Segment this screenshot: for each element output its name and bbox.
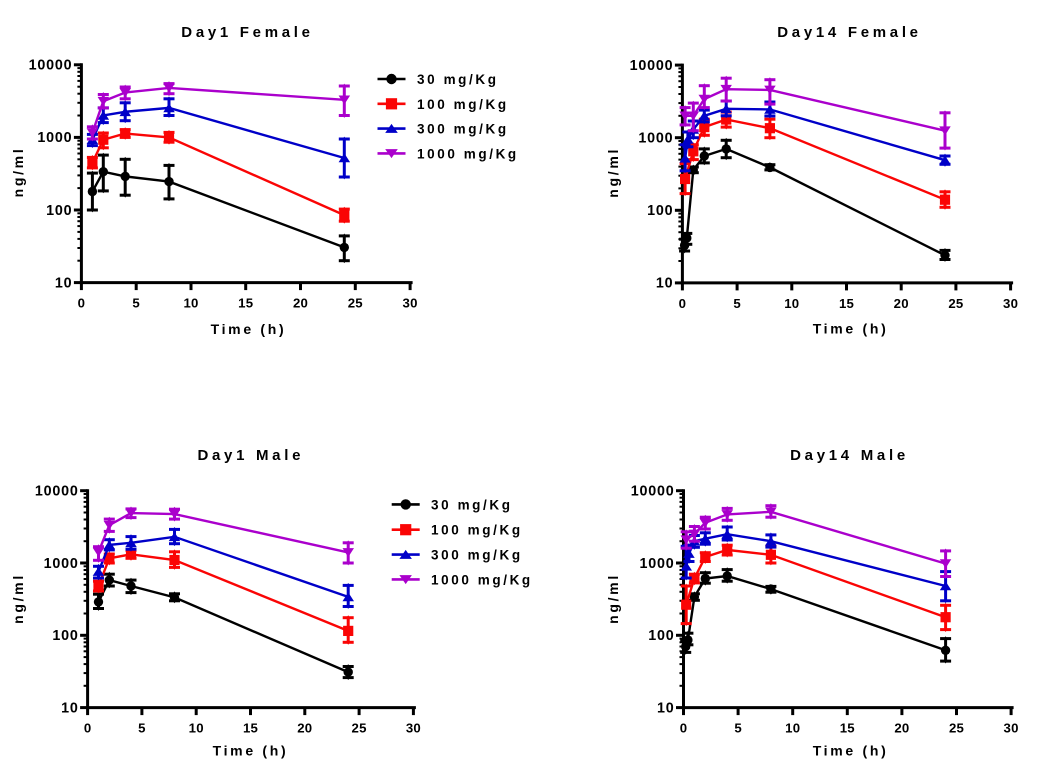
svg-text:15: 15 (238, 296, 253, 311)
svg-text:30 mg/Kg: 30 mg/Kg (417, 72, 499, 87)
svg-text:10: 10 (61, 700, 79, 716)
svg-text:Time (h): Time (h) (813, 743, 889, 759)
svg-text:Day14 Female: Day14 Female (777, 24, 921, 41)
svg-text:30: 30 (403, 296, 418, 311)
svg-text:10: 10 (657, 700, 675, 716)
svg-text:10000: 10000 (35, 484, 79, 500)
svg-text:15: 15 (840, 721, 855, 736)
svg-text:ng/ml: ng/ml (605, 147, 621, 198)
svg-text:Day14 Male: Day14 Male (790, 447, 909, 464)
svg-text:25: 25 (949, 721, 964, 736)
svg-text:100: 100 (648, 628, 674, 644)
svg-text:30: 30 (406, 721, 421, 736)
svg-text:0: 0 (680, 721, 688, 736)
svg-text:10: 10 (189, 721, 204, 736)
svg-text:10: 10 (656, 276, 674, 292)
svg-text:15: 15 (243, 721, 258, 736)
svg-text:10: 10 (785, 721, 800, 736)
svg-text:30 mg/Kg: 30 mg/Kg (431, 497, 513, 512)
svg-text:1000: 1000 (639, 556, 674, 572)
svg-text:5: 5 (132, 296, 140, 311)
svg-text:0: 0 (84, 721, 92, 736)
svg-text:300 mg/Kg: 300 mg/Kg (431, 548, 523, 563)
svg-text:1000 mg/Kg: 1000 mg/Kg (431, 572, 533, 587)
svg-text:5: 5 (138, 721, 146, 736)
svg-text:1000: 1000 (638, 131, 673, 147)
svg-text:20: 20 (894, 721, 909, 736)
svg-text:30: 30 (1003, 296, 1018, 311)
svg-text:10: 10 (183, 296, 198, 311)
svg-text:Day1 Female: Day1 Female (181, 24, 313, 41)
svg-text:100: 100 (52, 628, 78, 644)
svg-text:1000: 1000 (37, 130, 72, 146)
svg-text:Day1 Male: Day1 Male (197, 447, 304, 464)
svg-text:Time (h): Time (h) (213, 743, 289, 759)
svg-text:25: 25 (348, 296, 363, 311)
svg-text:10000: 10000 (631, 484, 675, 500)
svg-text:5: 5 (733, 296, 741, 311)
svg-text:25: 25 (948, 296, 963, 311)
svg-text:1000 mg/Kg: 1000 mg/Kg (417, 146, 519, 161)
svg-text:100 mg/Kg: 100 mg/Kg (417, 97, 509, 112)
svg-text:5: 5 (734, 721, 742, 736)
svg-text:300 mg/Kg: 300 mg/Kg (417, 122, 509, 137)
svg-text:Time (h): Time (h) (813, 321, 889, 337)
svg-text:ng/ml: ng/ml (605, 573, 621, 624)
svg-text:10: 10 (55, 275, 73, 291)
svg-text:20: 20 (894, 296, 909, 311)
svg-text:100: 100 (46, 203, 72, 219)
svg-text:30: 30 (1004, 721, 1019, 736)
svg-text:25: 25 (352, 721, 367, 736)
svg-text:0: 0 (78, 296, 86, 311)
svg-text:10: 10 (784, 296, 799, 311)
svg-text:15: 15 (839, 296, 854, 311)
svg-text:20: 20 (297, 721, 312, 736)
svg-text:10000: 10000 (29, 58, 73, 74)
svg-text:100 mg/Kg: 100 mg/Kg (431, 523, 523, 538)
svg-text:ng/ml: ng/ml (10, 147, 26, 198)
svg-text:ng/ml: ng/ml (10, 573, 26, 624)
svg-text:100: 100 (647, 203, 673, 219)
svg-text:10000: 10000 (630, 58, 674, 74)
svg-text:Time (h): Time (h) (211, 321, 287, 337)
svg-text:1000: 1000 (44, 556, 79, 572)
svg-text:0: 0 (679, 296, 687, 311)
svg-text:20: 20 (293, 296, 308, 311)
